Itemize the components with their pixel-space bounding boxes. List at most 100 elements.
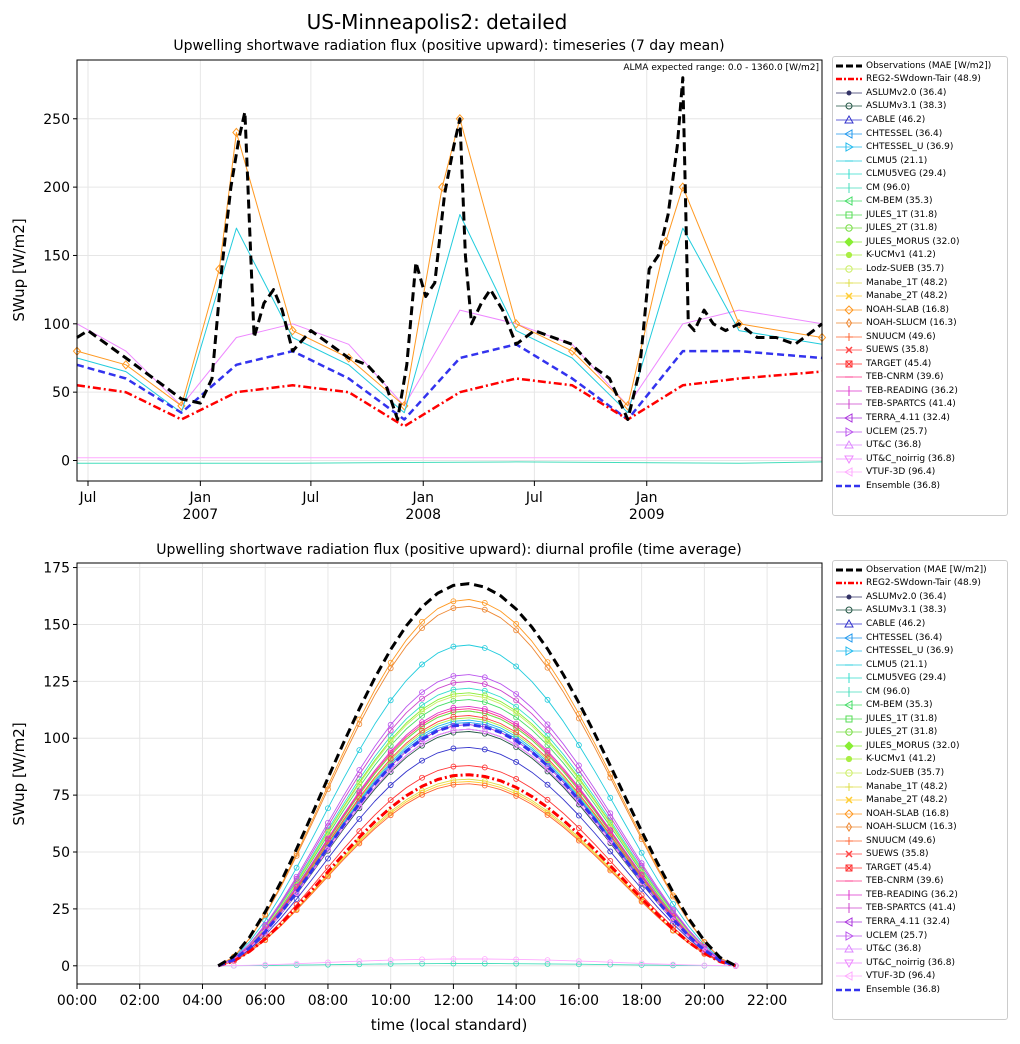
legend-marker xyxy=(843,196,853,207)
diurnal-point xyxy=(701,962,708,969)
diurnal-point xyxy=(387,812,394,819)
legend-swatch-icon xyxy=(836,594,862,600)
diurnal-point xyxy=(450,673,457,679)
diurnal-point xyxy=(481,764,488,771)
legend-label: Lodz-SUEB (35.7) xyxy=(866,263,945,274)
diurnal-point xyxy=(638,871,645,878)
legend-marker xyxy=(845,782,853,791)
diurnal-point xyxy=(387,697,394,704)
diurnal-xtick-label: 00:00 xyxy=(57,993,97,1009)
diurnal-point xyxy=(419,791,425,798)
diurnal-point xyxy=(607,827,614,833)
legend-label: UT&C_noirrig (36.8) xyxy=(866,957,955,968)
legend-label: ASLUMv3.1 (38.3) xyxy=(866,605,947,616)
legend-swatch-icon xyxy=(836,196,862,207)
legend-label: Observations (MAE [W/m2]) xyxy=(866,60,992,71)
legend-item: NOAH-SLUCM (16.3) xyxy=(836,316,1004,330)
diurnal-point xyxy=(450,960,457,967)
legend-swatch-icon xyxy=(836,822,862,833)
diurnal-point xyxy=(293,896,300,902)
timeseries-axes-frame xyxy=(76,59,823,482)
legend-label: SUEWS (35.8) xyxy=(866,345,929,356)
diurnal-xtick-label: 16:00 xyxy=(559,993,599,1009)
legend-item: CHTESSEL_U (36.9) xyxy=(836,644,1004,658)
legend-swatch-icon xyxy=(836,64,862,68)
diurnal-xtick-label: 18:00 xyxy=(621,993,661,1009)
diurnal-series-line xyxy=(217,723,737,968)
legend-swatch-icon xyxy=(836,169,862,180)
diurnal-xtick-label: 08:00 xyxy=(308,993,348,1009)
legend-item: CLMU5VEG (29.4) xyxy=(836,167,1004,181)
timeseries-series-line xyxy=(76,76,823,421)
diurnal-point xyxy=(544,762,551,769)
legend-item: VTUF-3D (96.4) xyxy=(836,465,1004,479)
diurnal-point xyxy=(419,740,425,747)
timeseries-xtick-year: 2008 xyxy=(405,507,441,523)
diurnal-point xyxy=(450,605,457,611)
legend-marker xyxy=(845,850,853,858)
diurnal-point xyxy=(575,825,582,831)
legend-item: CHTESSEL_U (36.9) xyxy=(836,140,1004,154)
legend-swatch-icon xyxy=(836,265,862,273)
legend-swatch-icon xyxy=(836,160,862,162)
legend-label: ASLUMv2.0 (36.4) xyxy=(866,591,947,602)
diurnal-point xyxy=(513,703,520,710)
diurnal-point xyxy=(544,747,551,754)
legend-label: TARGET (45.4) xyxy=(866,862,932,873)
timeseries-xtick-label: Jul xyxy=(301,490,319,506)
diurnal-xtick-label: 02:00 xyxy=(120,993,160,1009)
diurnal-point xyxy=(325,959,331,966)
legend-item: JULES_MORUS (32.0) xyxy=(836,739,1004,753)
legend-swatch-icon xyxy=(836,102,862,110)
legend-label: UT&C (36.8) xyxy=(866,944,922,955)
timeseries-xtick-label: Jan xyxy=(411,490,434,506)
timeseries-ytick-label: 200 xyxy=(43,180,70,196)
legend-item: JULES_1T (31.8) xyxy=(836,208,1004,222)
legend-swatch-icon xyxy=(836,568,862,572)
legend-label: UT&C (36.8) xyxy=(866,440,922,451)
diurnal-series-line xyxy=(218,778,736,967)
diurnal-point xyxy=(419,757,425,764)
legend-label: CM-BEM (35.3) xyxy=(866,700,933,711)
legend-label: Manabe_2T (48.2) xyxy=(866,795,948,806)
timeseries-xtick-year: 2009 xyxy=(629,507,665,523)
diurnal-point xyxy=(387,755,394,762)
legend-swatch-icon xyxy=(836,944,862,953)
legend-label: UCLEM (25.7) xyxy=(866,426,928,437)
diurnal-point xyxy=(544,727,551,733)
diurnal-xtick-label: 06:00 xyxy=(245,993,285,1009)
legend-label: ASLUMv3.1 (38.3) xyxy=(866,101,947,112)
diurnal-ytick-label: 150 xyxy=(43,617,70,633)
diurnal-series-line xyxy=(218,724,736,967)
legend-marker xyxy=(845,756,853,763)
diurnal-point xyxy=(575,786,582,792)
diurnal-point xyxy=(607,858,614,864)
legend-swatch-icon xyxy=(836,484,862,487)
diurnal-series-line xyxy=(218,715,736,967)
diurnal-ylabel: SWup [W/m2] xyxy=(10,722,28,825)
diurnal-point xyxy=(513,729,520,736)
legend-item: TARGET (45.4) xyxy=(836,861,1004,875)
legend-marker xyxy=(845,360,853,368)
legend-label: ASLUMv2.0 (36.4) xyxy=(866,87,947,98)
legend-label: JULES_2T (31.8) xyxy=(866,223,938,234)
legend-label: TARGET (45.4) xyxy=(866,358,932,369)
timeseries-ytick-label: 150 xyxy=(43,248,70,264)
legend-swatch-icon xyxy=(836,413,862,423)
diurnal-series-line xyxy=(218,687,736,967)
diurnal-series-line xyxy=(218,719,736,967)
diurnal-point xyxy=(513,691,520,697)
legend-swatch-icon xyxy=(836,332,862,341)
legend-item: Ensemble (36.8) xyxy=(836,479,1004,493)
diurnal-point xyxy=(419,774,425,781)
legend-marker xyxy=(843,467,853,478)
diurnal-xtick-label: 12:00 xyxy=(433,993,473,1009)
diurnal-point xyxy=(419,618,425,625)
legend-marker xyxy=(845,252,853,259)
legend-label: Observation (MAE [W/m2]) xyxy=(866,564,987,575)
legend-label: TEB-SPARTCS (41.4) xyxy=(866,399,956,410)
legend-swatch-icon xyxy=(836,988,862,991)
diurnal-point xyxy=(481,600,488,606)
